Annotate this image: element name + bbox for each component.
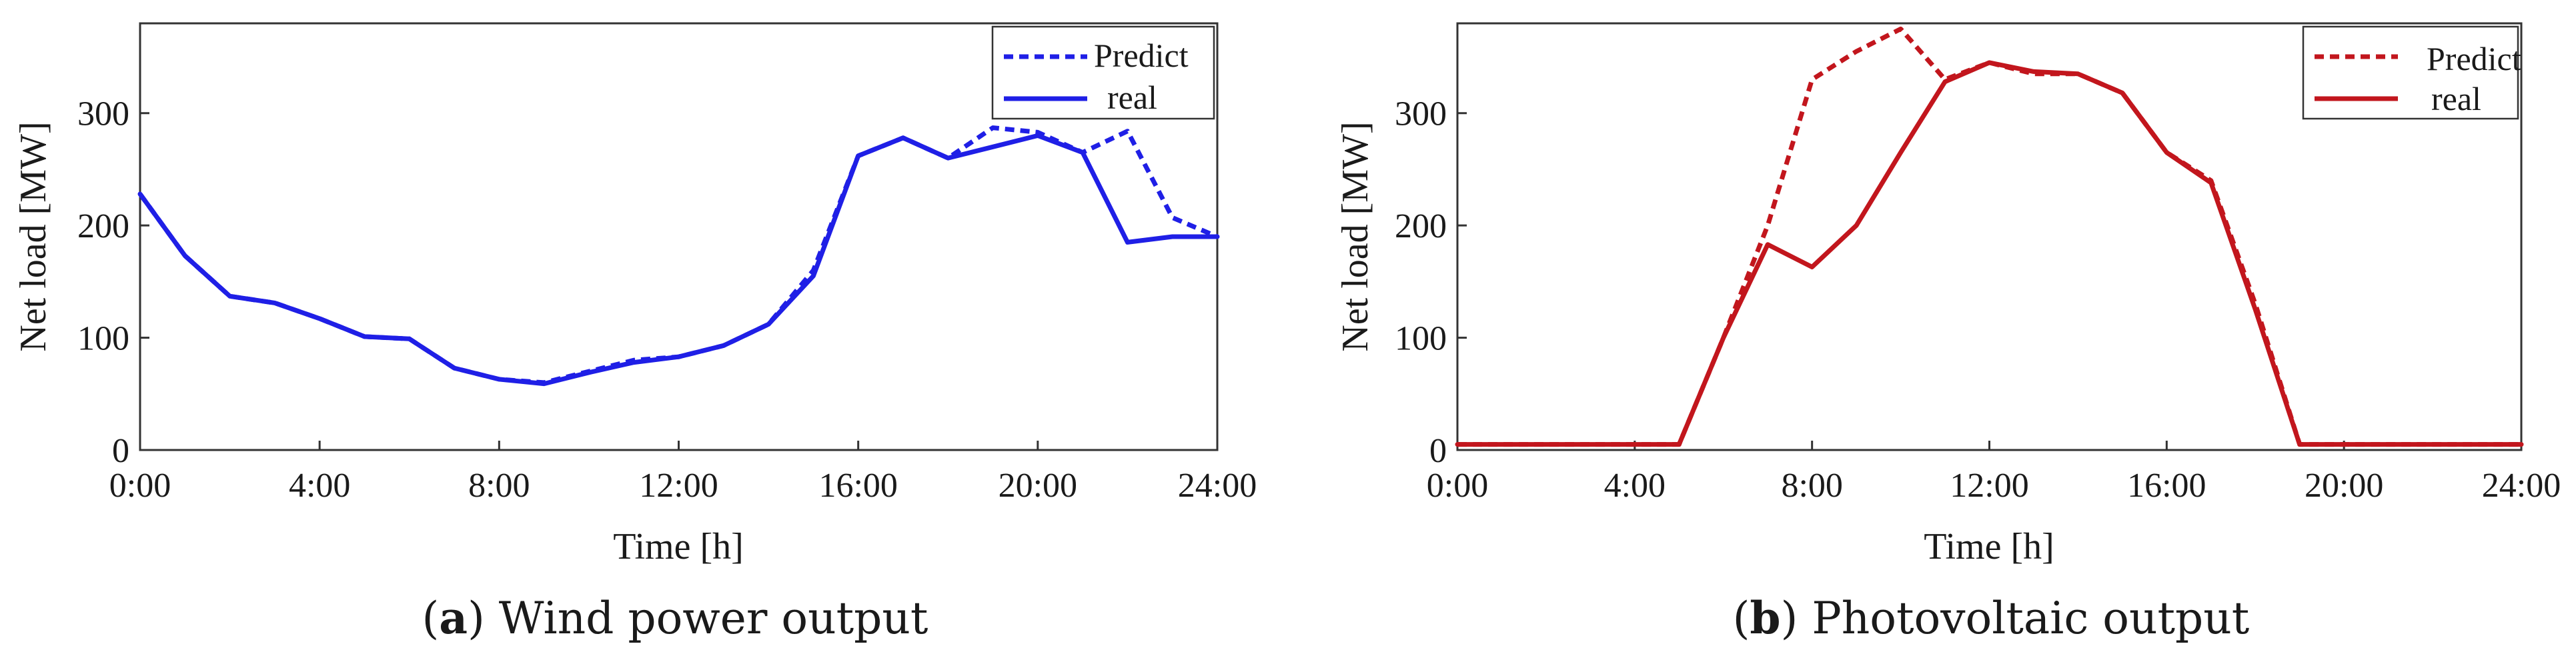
x-tick-label: 8:00 [1781,467,1842,505]
x-tick-label: 12:00 [639,467,718,505]
y-tick-label: 300 [1395,95,1447,133]
x-tick-label: 4:00 [1604,467,1666,505]
x-tick-label: 20:00 [999,467,1077,505]
x-tick-label: 24:00 [1178,467,1257,505]
x-axis-ticks: 0:00 4:00 8:00 12:00 16:00 20:00 24:00 [109,441,1257,505]
y-axis-label: Net load [MW] [1335,121,1376,351]
y-tick-label: 100 [1395,320,1447,358]
legend: Predict real [991,25,1215,120]
y-tick-label: 200 [77,207,129,245]
y-axis-label: Net load [MW] [13,121,54,351]
x-tick-label: 12:00 [1950,467,2028,505]
series-lines [137,125,1220,387]
x-axis-label: Time [h] [1924,526,2054,567]
y-tick-label: 300 [77,95,129,133]
series-line-real [1455,60,2524,447]
x-axis-ticks: 0:00 4:00 8:00 12:00 16:00 20:00 24:00 [1427,441,2561,505]
x-tick-label: 8:00 [468,467,530,505]
x-tick-label: 0:00 [1427,467,1488,505]
x-tick-label: 20:00 [2305,467,2383,505]
chart-panel-wind: 0:00 4:00 8:00 12:00 16:00 20:00 24:00 0 100 200… [13,22,1257,644]
legend-label-predict: Predict [2427,40,2521,77]
y-tick-label: 0 [112,432,129,470]
y-tick-label: 200 [1395,207,1447,245]
y-axis-ticks: 0 100 200 300 [77,95,149,470]
legend-label-real: real [1107,79,1157,116]
x-tick-label: 16:00 [2127,467,2206,505]
series-lines [1455,26,2524,447]
legend-box [2302,25,2519,120]
x-tick-label: 24:00 [2482,467,2561,505]
x-tick-label: 4:00 [289,467,350,505]
x-axis-label: Time [h] [613,526,744,567]
legend-box [991,25,1215,120]
y-axis-ticks: 0 100 200 300 [1395,95,1467,470]
caption-a: (a) Wind power output [422,592,928,644]
legend-label-real: real [2431,80,2481,117]
chart-panel-photovoltaic: 0:00 4:00 8:00 12:00 16:00 20:00 24:00 0 100 200… [1335,22,2561,644]
x-tick-label: 16:00 [818,467,897,505]
legend: Predict real [2302,25,2521,120]
legend-label-predict: Predict [1094,37,1189,74]
y-tick-label: 100 [77,320,129,358]
series-line-predict [138,125,1219,385]
y-tick-label: 0 [1429,432,1447,470]
caption-b: (b) Photovoltaic output [1733,592,2250,644]
series-line-real [137,133,1220,387]
x-tick-label: 0:00 [109,467,171,505]
